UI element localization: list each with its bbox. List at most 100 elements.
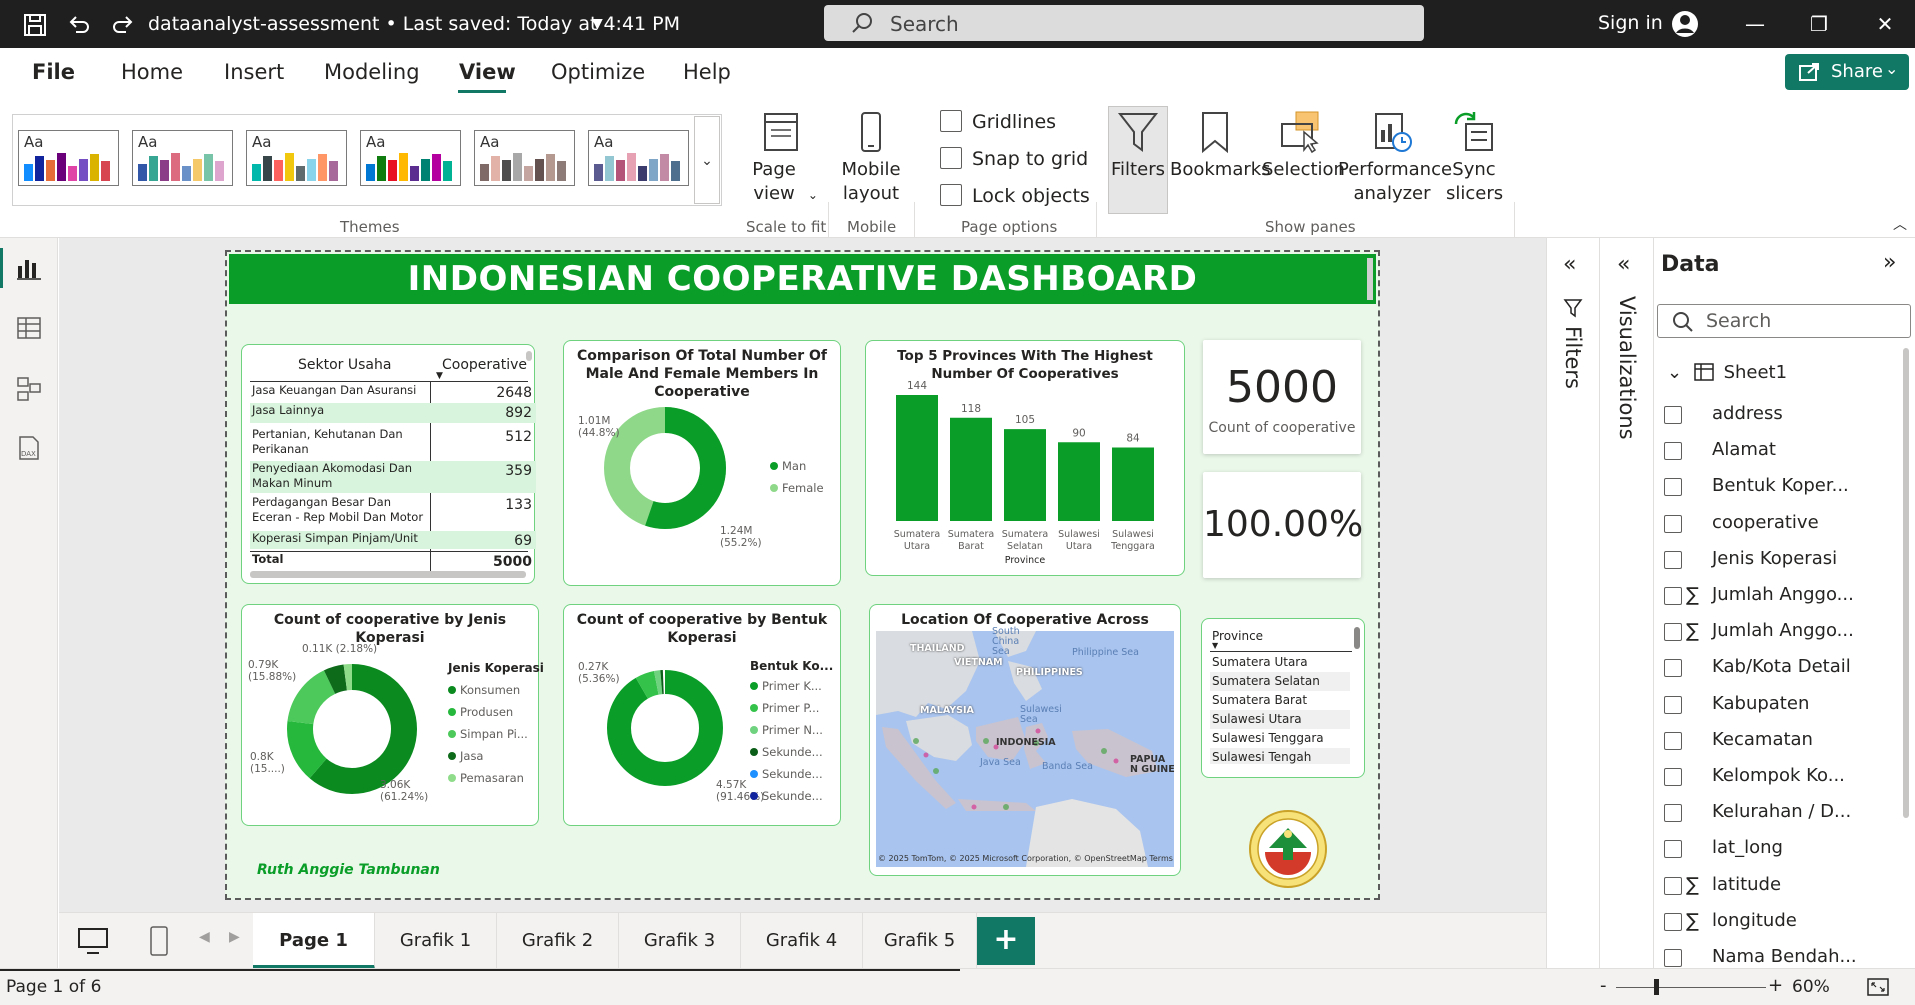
- close-button[interactable]: ✕: [1876, 12, 1894, 36]
- sign-in-button[interactable]: Sign in: [1598, 12, 1663, 34]
- performance-analyzer-button[interactable]: Performance analyzer: [1338, 110, 1452, 206]
- field-checkbox[interactable]: [1664, 442, 1682, 461]
- data-field-item[interactable]: Jenis Koperasi: [1664, 548, 1837, 569]
- next-page-icon[interactable]: ▶: [229, 929, 240, 945]
- data-field-item[interactable]: address: [1664, 403, 1783, 424]
- legend-item[interactable]: Pemasaran: [448, 771, 524, 785]
- filters-pane-collapsed[interactable]: « Filters: [1547, 238, 1600, 968]
- field-checkbox[interactable]: [1664, 623, 1682, 642]
- redo-icon[interactable]: [110, 12, 136, 38]
- data-field-item[interactable]: ∑ latitude: [1664, 874, 1781, 896]
- legend-item[interactable]: Primer P...: [750, 701, 819, 715]
- expand-visualizations-icon[interactable]: «: [1617, 252, 1631, 277]
- share-button[interactable]: Share ⌄: [1785, 54, 1909, 90]
- theme-option-5[interactable]: Aa: [474, 130, 575, 186]
- menu-modeling[interactable]: Modeling: [324, 60, 420, 84]
- donut-slice-primer-k[interactable]: [607, 670, 723, 786]
- page-tab-grafik-5[interactable]: Grafik 5: [863, 913, 977, 969]
- page-tab-grafik-3[interactable]: Grafik 3: [619, 913, 741, 969]
- data-field-item[interactable]: ∑ Jumlah Anggo...: [1664, 584, 1854, 606]
- donut-slice-pemasaran[interactable]: [287, 664, 417, 794]
- visualizations-pane-label[interactable]: Visualizations: [1615, 296, 1639, 440]
- dax-query-view-icon[interactable]: DAX: [15, 434, 43, 462]
- data-field-item[interactable]: ∑ longitude: [1664, 910, 1797, 932]
- field-checkbox[interactable]: [1664, 912, 1682, 931]
- table-row[interactable]: Jasa Keuangan Dan Asuransi 2648: [250, 383, 536, 403]
- slicer-item[interactable]: Sumatera Barat: [1212, 693, 1308, 707]
- menu-file[interactable]: File: [32, 60, 75, 84]
- theme-option-3[interactable]: Aa: [246, 130, 347, 186]
- report-view-icon[interactable]: [15, 254, 43, 282]
- sektor-usaha-table[interactable]: Sektor Usaha Cooperative ▼ Jasa Keuangan…: [241, 344, 536, 584]
- page-tab-grafik-1[interactable]: Grafik 1: [375, 913, 497, 969]
- sync-slicers-button[interactable]: Sync slicers: [1446, 110, 1503, 206]
- data-field-item[interactable]: Nama Bendah...: [1664, 946, 1857, 967]
- menu-insert[interactable]: Insert: [224, 60, 285, 84]
- bentuk-koperasi-chart[interactable]: Count of cooperative by Bentuk Koperasi …: [563, 604, 841, 826]
- menu-home[interactable]: Home: [121, 60, 184, 84]
- theme-option-4[interactable]: Aa: [360, 130, 461, 186]
- collapse-ribbon-icon[interactable]: ︿: [1893, 217, 1907, 233]
- field-checkbox[interactable]: [1664, 731, 1682, 750]
- legend-item[interactable]: Produsen: [448, 705, 513, 719]
- page-view-button[interactable]: Page view ⌄: [744, 110, 818, 207]
- field-checkbox[interactable]: [1664, 876, 1682, 895]
- page-tab-1[interactable]: Page 1: [253, 913, 375, 969]
- field-checkbox[interactable]: [1664, 949, 1682, 967]
- table-view-icon[interactable]: [15, 314, 43, 342]
- scrollbar[interactable]: [526, 351, 532, 361]
- bookmarks-pane-button[interactable]: Bookmarks: [1170, 110, 1271, 182]
- fit-to-page-icon[interactable]: [1866, 977, 1890, 997]
- slicer-item[interactable]: Sulawesi Tengah: [1210, 748, 1350, 764]
- cooperative-location-map[interactable]: Location Of Cooperative Across Indonesia…: [869, 604, 1181, 876]
- field-checkbox[interactable]: [1664, 587, 1682, 605]
- theme-option-6[interactable]: Aa: [588, 130, 689, 186]
- data-field-item[interactable]: cooperative: [1664, 512, 1819, 533]
- theme-option-2[interactable]: Aa: [132, 130, 233, 186]
- table-row[interactable]: Penyediaan Akomodasi Dan Makan Minum 359: [250, 461, 536, 493]
- menu-view[interactable]: View: [459, 60, 516, 84]
- bar-4[interactable]: [1112, 447, 1154, 522]
- menu-optimize[interactable]: Optimize: [551, 60, 646, 84]
- field-checkbox[interactable]: [1664, 514, 1682, 533]
- legend-item[interactable]: Jasa: [448, 749, 483, 763]
- gridlines-checkbox[interactable]: Gridlines: [940, 110, 1056, 133]
- table-node-sheet1[interactable]: ⌄ Sheet1: [1667, 362, 1787, 383]
- document-title[interactable]: dataanalyst-assessment • Last saved: Tod…: [148, 13, 681, 35]
- expand-filters-icon[interactable]: «: [1563, 252, 1577, 277]
- menu-help[interactable]: Help: [683, 60, 731, 84]
- legend-item[interactable]: Sekunde...: [750, 767, 823, 781]
- gender-members-chart[interactable]: Comparison Of Total Number Of Male And F…: [563, 340, 841, 586]
- page-tab-grafik-4[interactable]: Grafik 4: [741, 913, 863, 969]
- data-field-item[interactable]: Bentuk Koper...: [1664, 475, 1849, 497]
- bar-2[interactable]: [1004, 429, 1046, 521]
- mobile-layout-button[interactable]: Mobile layout: [836, 110, 906, 206]
- scrollbar[interactable]: [1903, 348, 1909, 818]
- province-slicer[interactable]: Province ▼ Sumatera Utara Sumatera Selat…: [1201, 618, 1365, 778]
- column-header-sektor[interactable]: Sektor Usaha: [298, 357, 392, 373]
- map-attribution[interactable]: © 2025 TomTom, © 2025 Microsoft Corporat…: [878, 854, 1173, 863]
- title-dropdown-icon[interactable]: ▼: [592, 16, 603, 32]
- data-field-item[interactable]: Kecamatan: [1664, 729, 1813, 750]
- field-checkbox[interactable]: [1664, 550, 1682, 569]
- collapse-data-pane-icon[interactable]: »: [1883, 250, 1897, 275]
- percent-kpi-card[interactable]: 100.00%: [1203, 472, 1363, 578]
- legend-item[interactable]: Sekunde...: [750, 789, 823, 803]
- scrollbar[interactable]: [1354, 627, 1360, 649]
- slicer-item[interactable]: Sulawesi Utara: [1210, 710, 1350, 729]
- table-row[interactable]: Koperasi Simpan Pinjam/Unit 69: [250, 531, 536, 549]
- data-field-item[interactable]: Kelurahan / D...: [1664, 801, 1851, 823]
- minimize-button[interactable]: —: [1745, 12, 1765, 36]
- zoom-slider-thumb[interactable]: [1654, 979, 1659, 995]
- field-checkbox[interactable]: [1664, 406, 1682, 424]
- table-row[interactable]: Perdagangan Besar Dan Eceran - Rep Mobil…: [250, 495, 536, 527]
- snap-to-grid-checkbox[interactable]: Snap to grid: [940, 147, 1088, 170]
- donut-slice-produsen[interactable]: [287, 664, 417, 794]
- map-canvas[interactable]: [876, 631, 1174, 867]
- account-icon[interactable]: [1670, 9, 1700, 39]
- data-field-item[interactable]: Kab/Kota Detail: [1664, 656, 1851, 678]
- visualizations-pane-collapsed[interactable]: « Visualizations: [1601, 238, 1654, 968]
- save-icon[interactable]: [22, 12, 48, 38]
- scrollbar[interactable]: [1367, 258, 1373, 300]
- undo-icon[interactable]: [66, 12, 92, 38]
